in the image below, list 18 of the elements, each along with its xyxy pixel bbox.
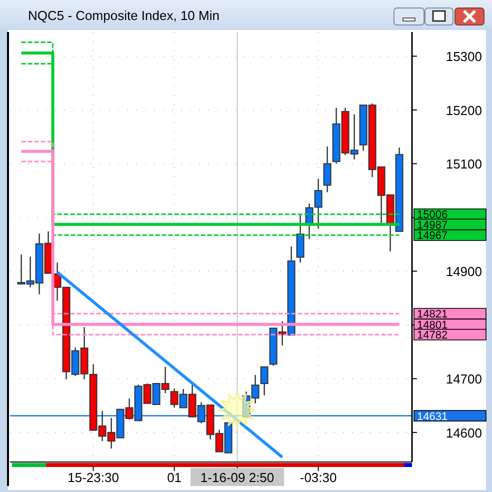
y-tick-label: 15200: [446, 102, 482, 118]
x-tick-label: 1-16-09 2:50: [200, 470, 274, 485]
x-tick-label: -03:30: [300, 470, 337, 485]
x-tick-label: 15-23:30: [68, 470, 119, 485]
data-label: 14821: [417, 308, 448, 321]
y-tick-label: 14700: [446, 372, 482, 387]
ref-line-label: 14631: [417, 410, 448, 423]
y-tick-label: 14900: [446, 264, 482, 280]
x-tick-label: 01: [167, 470, 182, 485]
chart-title: NQC5 - Composite Index, 10 Min: [28, 8, 220, 23]
y-tick-label: 15300: [446, 49, 482, 64]
data-label: 14801: [417, 319, 448, 332]
data-label: 14782: [417, 330, 448, 342]
y-tick-label: 14600: [446, 425, 482, 440]
y-tick-label: 15100: [446, 156, 482, 172]
data-label: 15006: [417, 209, 448, 222]
data-label: 14987: [417, 219, 448, 232]
data-label: 14967: [417, 230, 448, 242]
